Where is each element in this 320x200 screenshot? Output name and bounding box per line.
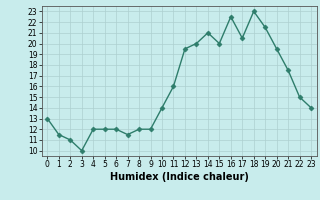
X-axis label: Humidex (Indice chaleur): Humidex (Indice chaleur) bbox=[110, 172, 249, 182]
